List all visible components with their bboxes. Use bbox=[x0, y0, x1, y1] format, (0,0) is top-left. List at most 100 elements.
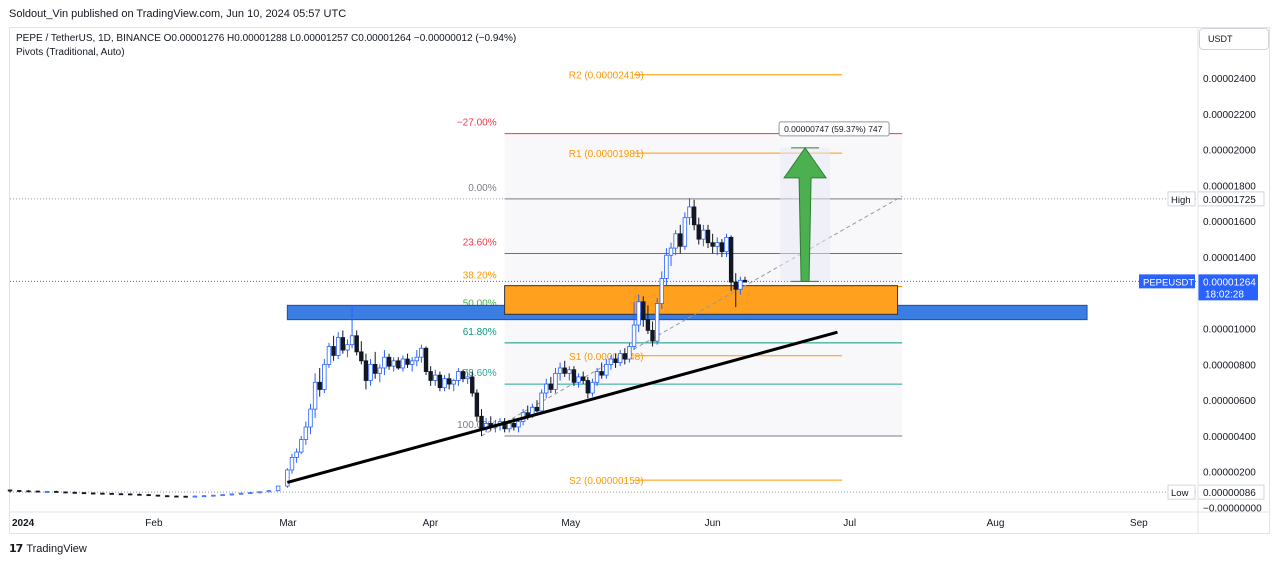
candle-body bbox=[44, 491, 50, 493]
x-axis-tick-label: Aug bbox=[987, 518, 1005, 529]
candle-body bbox=[562, 367, 567, 374]
candle-body bbox=[645, 319, 651, 331]
fib-level-label: 78.60% bbox=[463, 368, 497, 379]
fib-level-label: 38.20% bbox=[463, 271, 497, 282]
candle-body bbox=[446, 378, 452, 385]
candle-body bbox=[428, 371, 433, 381]
price-tag-box bbox=[1167, 484, 1196, 500]
candle-body bbox=[359, 351, 364, 362]
chart-legend: PEPE / TetherUS, 1D, BINANCE O0.00001276… bbox=[16, 32, 516, 60]
fib-level-label: 23.60% bbox=[463, 237, 497, 248]
candle-body bbox=[368, 363, 373, 381]
candle-body bbox=[534, 406, 540, 412]
candle-body bbox=[539, 392, 544, 412]
candle-body bbox=[719, 242, 725, 253]
candle-body bbox=[733, 281, 738, 290]
candle-body bbox=[691, 206, 697, 226]
last-price-box bbox=[1198, 274, 1258, 301]
y-axis-tick-label: 0.00000400 bbox=[1203, 432, 1256, 443]
candle-body bbox=[590, 381, 595, 394]
candle-body bbox=[109, 492, 114, 495]
candle-body bbox=[544, 383, 549, 394]
candle-body bbox=[673, 233, 678, 249]
candle-body bbox=[594, 371, 600, 383]
pivot-label: S2 (0.00000153) bbox=[569, 476, 644, 487]
candle-body bbox=[372, 363, 378, 374]
candle-body bbox=[238, 492, 244, 495]
candle-body bbox=[599, 371, 604, 376]
candle-body bbox=[405, 358, 410, 365]
candle-body bbox=[377, 367, 383, 374]
y-axis-tick-label: 0.00001400 bbox=[1203, 253, 1256, 264]
candle-body bbox=[470, 376, 475, 394]
candle-body bbox=[400, 358, 406, 369]
projection-label-box bbox=[778, 121, 890, 137]
candle-body bbox=[354, 335, 359, 353]
candle-body bbox=[622, 353, 628, 360]
candle-body bbox=[576, 376, 581, 383]
symbol-price-tag: PEPEUSDT bbox=[1143, 277, 1194, 288]
indicator-line[interactable]: Pivots (Traditional, Auto) bbox=[16, 47, 125, 58]
candle-body bbox=[137, 493, 142, 496]
candle-body bbox=[511, 423, 517, 428]
x-axis-tick-label: Jun bbox=[705, 518, 721, 529]
y-axis-tick-label: 0.00002000 bbox=[1203, 146, 1256, 157]
tradingview-logo-icon: 17 bbox=[9, 542, 23, 555]
candle-body bbox=[155, 494, 161, 497]
candle-body bbox=[696, 224, 701, 240]
candle-body bbox=[266, 490, 272, 493]
y-axis-tick-label: 0.00000800 bbox=[1203, 360, 1256, 371]
candle-body bbox=[409, 360, 415, 365]
candle-body bbox=[553, 372, 558, 390]
candle-body bbox=[608, 358, 614, 365]
fib-level-label: 50.00% bbox=[463, 298, 497, 309]
pivot-label: R2 (0.00002419) bbox=[569, 71, 644, 82]
candle-body bbox=[174, 495, 179, 498]
candle-body bbox=[72, 491, 77, 494]
fib-level-label: 61.80% bbox=[463, 327, 497, 338]
candle-body bbox=[682, 217, 688, 247]
candle-body bbox=[229, 493, 235, 496]
projection-label: 0.00000747 (59.37%) 747 bbox=[784, 124, 883, 134]
price-tag-value: 0.00001725 bbox=[1203, 195, 1256, 206]
candle-body bbox=[437, 374, 443, 389]
candle-body bbox=[35, 490, 40, 493]
candle-body bbox=[580, 376, 586, 381]
candle-body bbox=[211, 494, 216, 497]
candle-body bbox=[391, 360, 396, 367]
x-axis-tick-label: Mar bbox=[279, 518, 297, 529]
candle-body bbox=[164, 495, 170, 498]
chart-pane[interactable] bbox=[9, 27, 1270, 534]
currency-button[interactable]: USDT bbox=[1199, 28, 1269, 50]
fib-background bbox=[504, 133, 903, 436]
candle-body bbox=[654, 303, 660, 342]
y-axis-tick-label: 0.00000600 bbox=[1203, 396, 1256, 407]
candle-body bbox=[312, 381, 318, 410]
candle-body bbox=[303, 426, 309, 440]
y-axis-tick-label: 0.00001800 bbox=[1203, 181, 1256, 192]
symbol-ohlc-line[interactable]: PEPE / TetherUS, 1D, BINANCE O0.00001276… bbox=[16, 33, 517, 44]
candle-body bbox=[705, 229, 711, 244]
candle-body bbox=[414, 356, 419, 362]
candle-body bbox=[345, 344, 350, 351]
countdown-label: 18:02:28 bbox=[1205, 289, 1244, 300]
candle-body bbox=[728, 236, 734, 283]
candle-body bbox=[336, 337, 341, 356]
candle-body bbox=[100, 492, 105, 495]
x-axis-tick-label: Apr bbox=[423, 518, 439, 529]
fib-level-label: 0.00% bbox=[468, 183, 496, 194]
candle-body bbox=[701, 229, 706, 240]
candle-body bbox=[317, 381, 322, 390]
candle-body bbox=[567, 369, 572, 374]
candle-body bbox=[220, 494, 225, 497]
candle-body bbox=[382, 356, 387, 369]
y-axis-tick-label: −0.00000000 bbox=[1203, 504, 1262, 515]
candle-body bbox=[479, 415, 484, 430]
y-axis-tick-label: 0.00001000 bbox=[1203, 325, 1256, 336]
candle-body bbox=[456, 371, 461, 381]
green-up-arrow-icon bbox=[783, 147, 828, 282]
price-tag-name: Low bbox=[1171, 488, 1189, 499]
fib-level-label: 100.00% bbox=[457, 420, 497, 431]
candle-body bbox=[331, 346, 336, 356]
